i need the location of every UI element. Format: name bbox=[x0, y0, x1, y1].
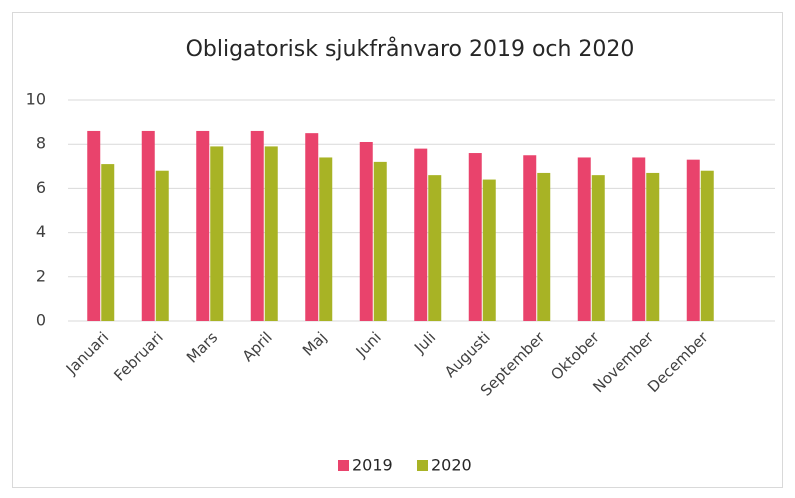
bar bbox=[87, 130, 101, 321]
bar bbox=[686, 159, 700, 321]
y-tick-label: 0 bbox=[36, 311, 46, 330]
bar bbox=[632, 157, 646, 321]
legend-swatch bbox=[338, 460, 349, 471]
chart-border bbox=[12, 12, 783, 488]
bar bbox=[305, 133, 319, 321]
bar bbox=[141, 130, 155, 321]
bar bbox=[373, 161, 387, 321]
bar bbox=[537, 172, 551, 321]
bar bbox=[577, 157, 591, 321]
legend-label: 2020 bbox=[431, 456, 472, 475]
bar bbox=[359, 141, 373, 321]
bar bbox=[591, 175, 605, 321]
bar bbox=[101, 164, 115, 321]
bar bbox=[210, 146, 224, 321]
bar bbox=[319, 157, 333, 321]
legend-label: 2019 bbox=[352, 456, 393, 475]
bar bbox=[523, 155, 537, 321]
chart-title: Obligatorisk sjukfrånvaro 2019 och 2020 bbox=[186, 36, 635, 62]
y-tick-label: 10 bbox=[26, 90, 46, 109]
y-tick-label: 8 bbox=[36, 134, 46, 153]
bar bbox=[468, 153, 482, 321]
bar bbox=[700, 170, 714, 321]
bar bbox=[264, 146, 278, 321]
legend-swatch bbox=[417, 460, 428, 471]
y-tick-label: 2 bbox=[36, 266, 46, 285]
bar bbox=[482, 179, 496, 321]
y-tick-label: 4 bbox=[36, 222, 46, 241]
bar bbox=[250, 130, 264, 321]
bar bbox=[646, 172, 660, 321]
y-tick-label: 6 bbox=[36, 178, 46, 197]
bar bbox=[428, 175, 442, 321]
bar bbox=[196, 130, 210, 321]
bar bbox=[414, 148, 428, 321]
bar bbox=[155, 170, 169, 321]
